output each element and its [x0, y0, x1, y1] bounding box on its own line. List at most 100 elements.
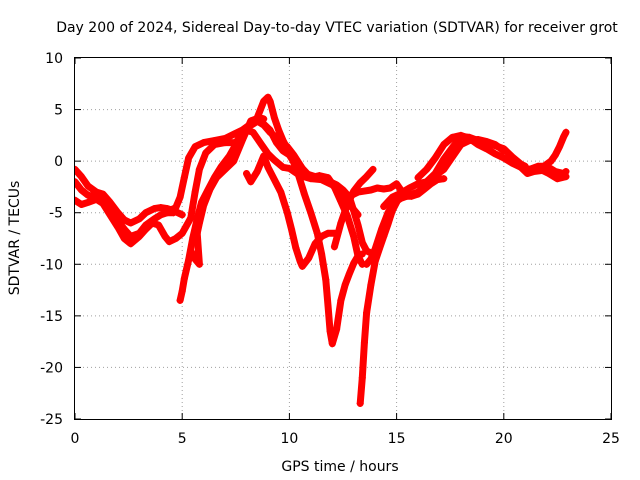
chart-title: Day 200 of 2024, Sidereal Day-to-day VTE…	[56, 20, 618, 36]
data-point	[225, 152, 233, 160]
data-point	[178, 229, 186, 237]
data-point	[127, 240, 135, 248]
data-point	[266, 128, 274, 136]
data-point	[283, 209, 291, 217]
data-point	[249, 128, 257, 136]
data-series	[187, 114, 268, 268]
data-point	[354, 252, 362, 260]
data-point	[77, 173, 85, 181]
data-point	[185, 154, 193, 162]
data-point	[337, 189, 345, 197]
data-point	[296, 257, 304, 265]
data-point	[358, 239, 366, 247]
data-point	[221, 165, 229, 173]
data-point	[562, 128, 570, 136]
data-point	[195, 260, 203, 268]
data-point	[176, 296, 184, 304]
data-point	[114, 223, 122, 231]
data-point	[356, 400, 364, 408]
data-point	[230, 157, 238, 165]
data-point	[279, 163, 287, 171]
x-tick-label: 10	[280, 431, 298, 447]
data-point	[300, 190, 308, 198]
data-point	[270, 156, 278, 164]
data-point	[288, 153, 296, 161]
data-point	[172, 204, 180, 212]
data-point	[260, 97, 268, 105]
data-point	[388, 193, 396, 201]
data-point	[298, 164, 306, 172]
data-point	[292, 244, 300, 252]
data-point	[270, 114, 278, 122]
data-point	[378, 225, 386, 233]
data-point	[500, 145, 508, 153]
data-point	[534, 162, 542, 170]
data-point	[294, 170, 302, 178]
data-series	[356, 175, 448, 408]
data-point	[500, 154, 508, 162]
data-point	[77, 200, 85, 208]
data-point	[405, 184, 413, 192]
data-point	[350, 259, 358, 267]
data-point	[142, 225, 150, 233]
data-point	[120, 235, 128, 242]
data-point	[135, 232, 143, 240]
data-point	[127, 219, 135, 227]
data-point	[551, 167, 559, 175]
series-trace	[380, 132, 529, 210]
data-point	[440, 141, 448, 149]
data-point	[373, 184, 381, 192]
data-point	[423, 178, 431, 186]
data-point	[440, 155, 448, 163]
data-point	[178, 287, 186, 295]
data-point	[367, 186, 375, 194]
plot-area	[75, 93, 570, 408]
data-point	[562, 167, 570, 175]
data-point	[414, 188, 422, 196]
data-point	[142, 209, 150, 217]
data-point	[127, 232, 135, 240]
data-point	[277, 188, 285, 196]
data-point	[266, 97, 274, 105]
data-point	[165, 207, 173, 215]
data-point	[354, 211, 362, 219]
data-point	[363, 309, 371, 317]
data-point	[307, 175, 315, 183]
x-tick-label: 15	[388, 431, 406, 447]
data-point	[348, 191, 356, 199]
x-axis-label: GPS time / hours	[281, 459, 398, 475]
data-point	[75, 196, 79, 204]
data-point	[213, 174, 221, 182]
data-point	[165, 238, 173, 246]
data-point	[75, 165, 79, 173]
data-point	[431, 170, 439, 178]
data-point	[491, 150, 499, 158]
data-point	[180, 275, 188, 283]
data-point	[556, 143, 564, 151]
y-tick-label: -10	[40, 257, 63, 273]
data-point	[354, 221, 362, 229]
data-point	[345, 270, 353, 278]
data-point	[553, 175, 561, 183]
data-point	[322, 276, 330, 284]
data-point	[423, 165, 431, 173]
data-point	[150, 205, 158, 213]
data-point	[157, 211, 165, 219]
data-point	[84, 198, 92, 206]
data-point	[264, 93, 272, 101]
data-series	[517, 162, 570, 178]
data-point	[483, 145, 491, 153]
y-tick-label: -25	[40, 412, 63, 428]
data-point	[414, 180, 422, 188]
data-point	[135, 215, 143, 223]
data-point	[260, 121, 268, 129]
data-point	[279, 137, 287, 145]
data-point	[200, 201, 208, 209]
data-series	[341, 180, 407, 212]
data-point	[206, 185, 214, 193]
y-tick-label: -5	[49, 206, 63, 222]
data-point	[253, 114, 261, 122]
data-point	[363, 247, 371, 255]
data-point	[350, 232, 358, 240]
data-point	[363, 173, 371, 181]
